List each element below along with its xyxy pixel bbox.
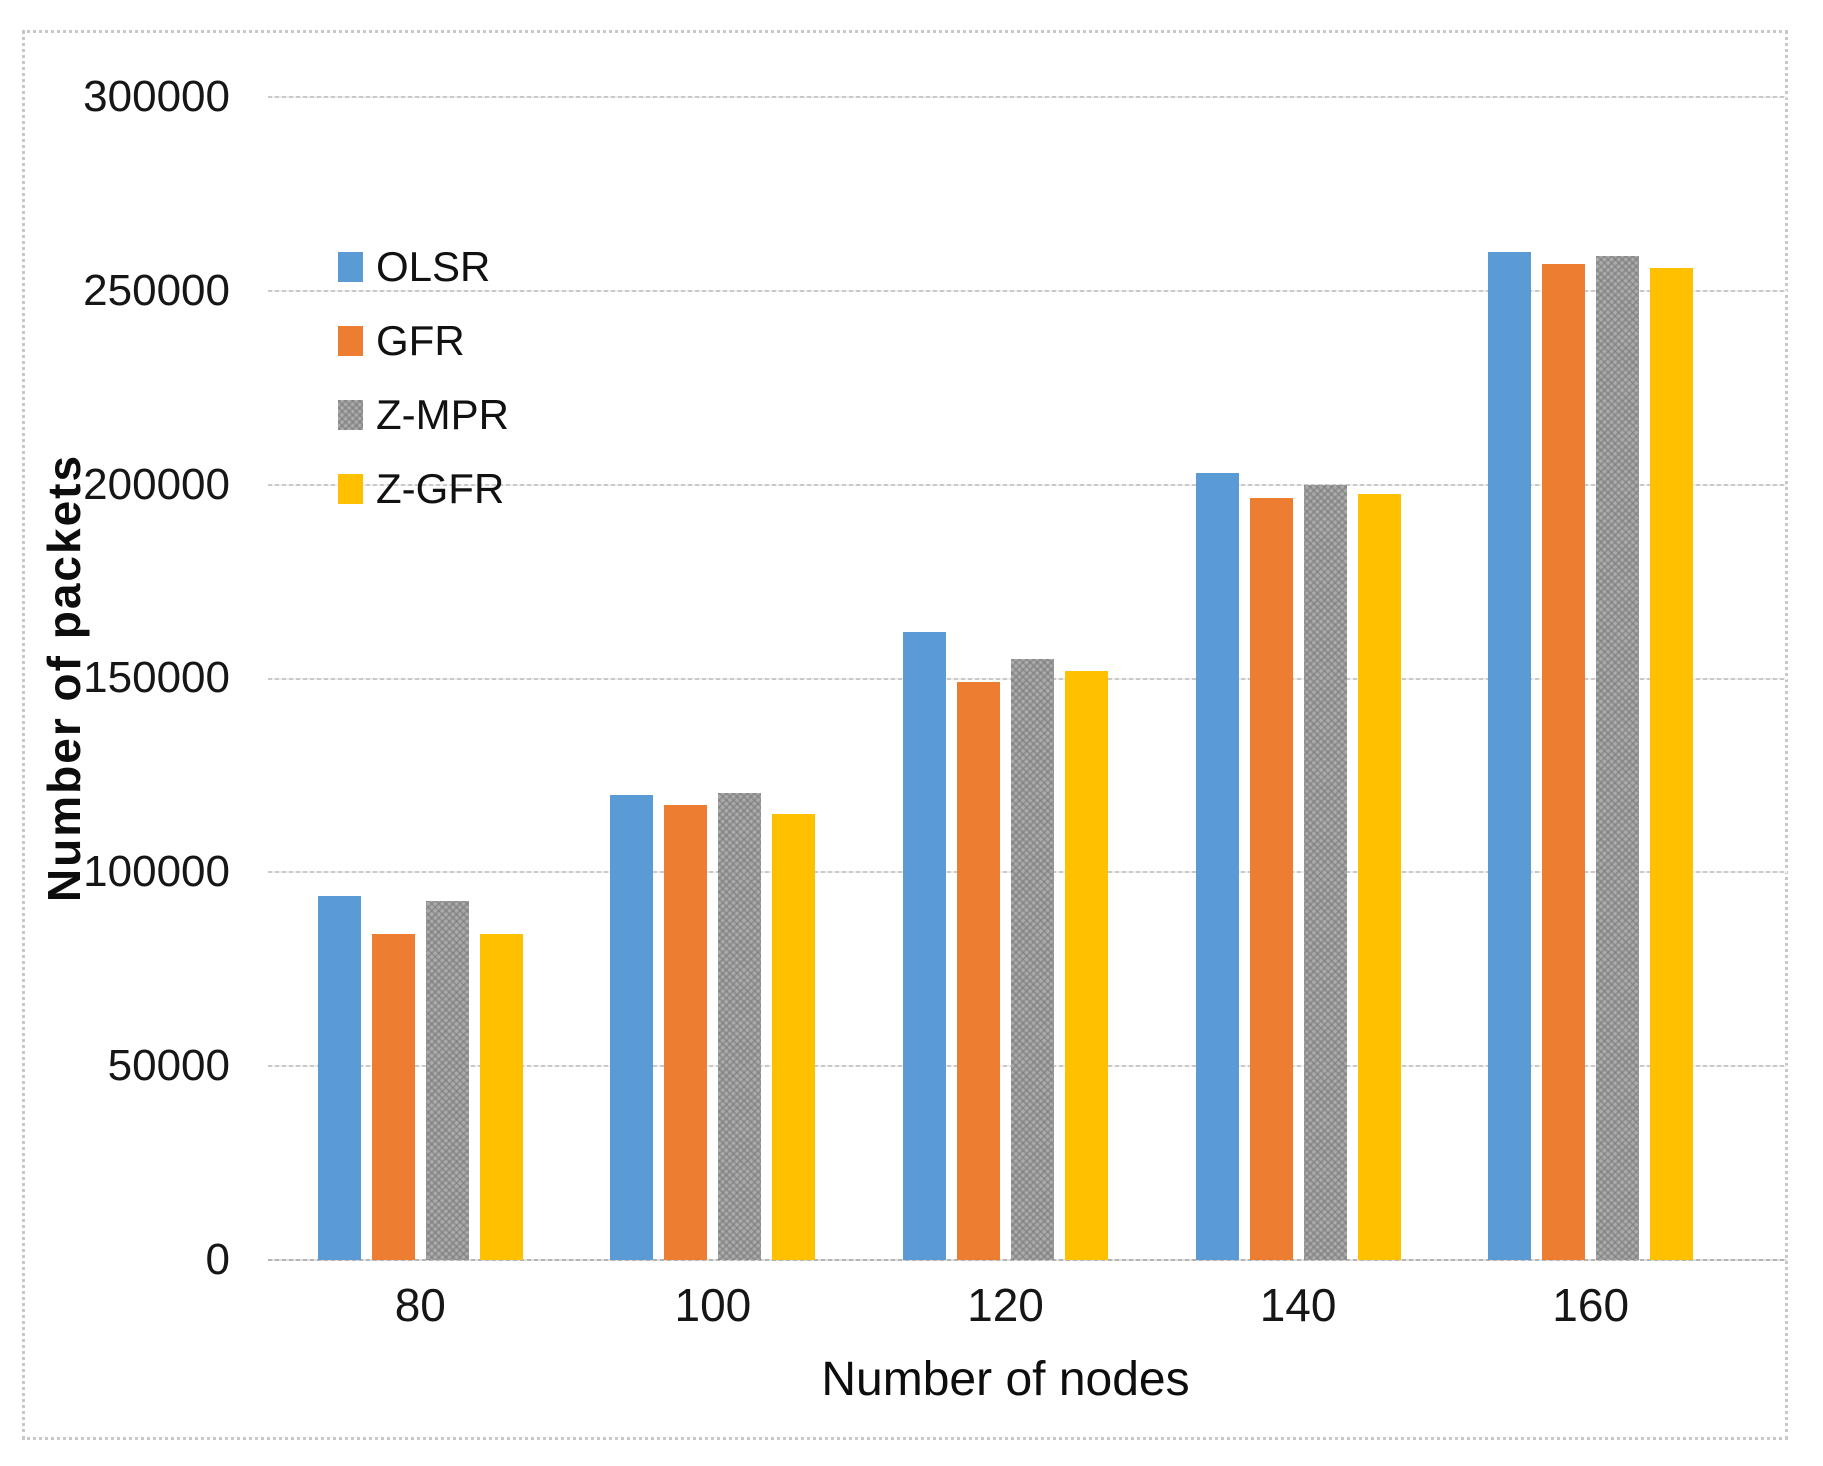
bar-group-160 bbox=[1444, 97, 1737, 1260]
gridline-0 bbox=[268, 1259, 1787, 1261]
bar-OLSR-80 bbox=[317, 895, 361, 1260]
y-tick-label-300000: 300000 bbox=[83, 72, 230, 121]
legend-label-Z-MPR: Z-MPR bbox=[376, 391, 509, 438]
y-tick-label-0: 0 bbox=[205, 1234, 230, 1284]
legend-label-OLSR: OLSR bbox=[376, 243, 491, 290]
legend-item-Z-GFR: Z-GFR bbox=[338, 465, 509, 512]
plot-area bbox=[268, 96, 1787, 1261]
bar-OLSR-120 bbox=[902, 631, 946, 1260]
legend-label-Z-GFR: Z-GFR bbox=[376, 465, 505, 512]
y-tick-label-200000: 200000 bbox=[83, 459, 230, 509]
bar-Z-GFR-80 bbox=[479, 934, 523, 1260]
bar-GFR-100 bbox=[664, 804, 708, 1260]
y-tick-label-250000: 250000 bbox=[83, 265, 230, 315]
x-axis-title: Number of nodes bbox=[821, 1353, 1190, 1406]
chart-frame-border bbox=[22, 30, 1788, 1440]
bar-Z-MPR-100 bbox=[718, 792, 762, 1260]
bar-OLSR-160 bbox=[1488, 252, 1532, 1260]
bar-Z-GFR-160 bbox=[1650, 267, 1694, 1260]
bar-group-100 bbox=[567, 97, 860, 1260]
x-tick-label-100: 100 bbox=[674, 1279, 752, 1331]
x-tick-label-160: 160 bbox=[1552, 1279, 1630, 1331]
bar-OLSR-100 bbox=[610, 794, 654, 1260]
bar-Z-GFR-140 bbox=[1357, 494, 1401, 1260]
bar-Z-GFR-120 bbox=[1064, 670, 1108, 1260]
x-tick-label-120: 120 bbox=[967, 1279, 1044, 1331]
legend-item-Z-MPR: Z-MPR bbox=[338, 391, 509, 438]
bar-GFR-140 bbox=[1249, 498, 1293, 1260]
gridline-250000 bbox=[268, 289, 1787, 292]
x-axis-tick-labels: 80 100 120 140 160 bbox=[274, 1278, 1737, 1332]
gridline-300000 bbox=[268, 96, 1787, 98]
bar-Z-MPR-140 bbox=[1303, 484, 1347, 1260]
bar-Z-MPR-80 bbox=[425, 901, 469, 1260]
legend-swatch-icon-OLSR bbox=[338, 252, 363, 282]
bar-Z-GFR-100 bbox=[772, 814, 816, 1260]
y-tick-label-100000: 100000 bbox=[83, 847, 230, 897]
bar-group-120 bbox=[859, 97, 1152, 1260]
bar-Z-MPR-120 bbox=[1010, 659, 1054, 1260]
bar-GFR-160 bbox=[1542, 263, 1586, 1260]
x-tick-label-140: 140 bbox=[1259, 1279, 1337, 1331]
y-tick-label-150000: 150000 bbox=[83, 653, 230, 703]
legend-swatch-icon-GFR bbox=[338, 326, 363, 356]
bar-Z-MPR-160 bbox=[1596, 255, 1640, 1260]
legend: OLSR GFR Z-MPR Z-GFR bbox=[338, 243, 509, 544]
legend-swatch-icon-Z-MPR bbox=[338, 400, 363, 430]
y-axis-tick-labels: 300000 250000 200000 150000 100000 50000 0 bbox=[40, 70, 230, 1287]
bar-GFR-120 bbox=[956, 682, 1000, 1260]
bar-group-140 bbox=[1152, 97, 1445, 1260]
y-tick-label-50000: 50000 bbox=[107, 1041, 230, 1091]
legend-item-OLSR: OLSR bbox=[338, 243, 509, 290]
gridline-200000 bbox=[268, 483, 1787, 486]
bar-OLSR-140 bbox=[1195, 473, 1239, 1260]
x-tick-label-80: 80 bbox=[394, 1279, 446, 1331]
legend-item-GFR: GFR bbox=[338, 317, 509, 364]
legend-label-GFR: GFR bbox=[376, 317, 465, 364]
bar-group-80 bbox=[274, 97, 567, 1260]
bar-GFR-80 bbox=[371, 934, 415, 1260]
bar-groups bbox=[274, 97, 1737, 1260]
legend-swatch-icon-Z-GFR bbox=[338, 474, 363, 504]
